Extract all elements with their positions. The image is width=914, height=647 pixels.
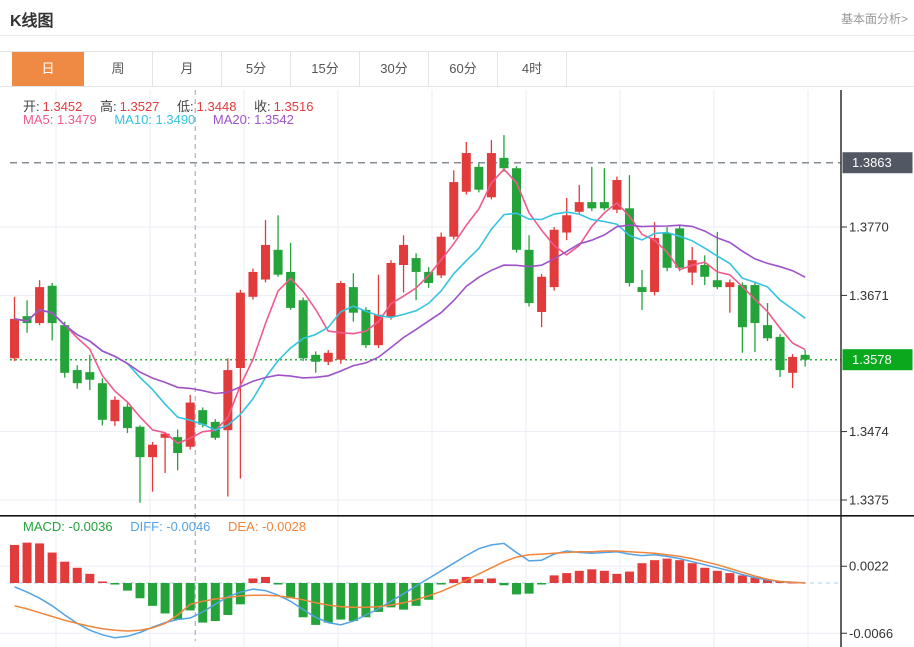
diff-line	[14, 542, 806, 639]
tab-period-1[interactable]: 周	[84, 52, 153, 86]
macd-tick-label: 0.0022	[849, 559, 889, 574]
price-tick-label: 1.3474	[849, 424, 889, 439]
high-price-badge-text: 1.3863	[852, 155, 892, 170]
high-price-badge	[842, 152, 913, 174]
horizontal-gridlines	[0, 226, 841, 634]
macd-lines-layer	[14, 542, 806, 639]
price-tick-label: 1.3770	[849, 220, 889, 235]
tab-period-3[interactable]: 5分	[222, 52, 291, 86]
macd-tick-label: -0.0066	[849, 626, 893, 641]
tab-period-6[interactable]: 60分	[429, 52, 498, 86]
page-title: K线图	[10, 13, 54, 30]
candles-layer	[10, 135, 810, 503]
ma10-line	[14, 211, 806, 431]
tab-period-2[interactable]: 月	[153, 52, 222, 86]
current-price-badge-text: 1.3578	[852, 352, 892, 367]
tab-period-5[interactable]: 30分	[360, 52, 429, 86]
current-price-badge	[842, 349, 913, 371]
tab-period-7[interactable]: 4时	[498, 52, 567, 86]
candlestick-chart-canvas[interactable]: 1.3770 1.3671 1.3474 1.3375 0.0022 -0.0066 1.3…	[0, 90, 914, 647]
price-tick-label: 1.3671	[849, 288, 889, 303]
ma5-line	[14, 168, 806, 445]
fundamental-analysis-link[interactable]: 基本面分析>	[840, 12, 908, 26]
price-axis: 1.3770 1.3671 1.3474 1.3375 0.0022 -0.0066 1.3…	[840, 90, 913, 647]
price-tick-label: 1.3375	[849, 492, 889, 507]
panel-separator	[0, 515, 914, 517]
dea-line	[14, 550, 806, 632]
macd-histogram	[10, 542, 798, 625]
tab-period-0[interactable]: 日	[12, 52, 84, 86]
period-tabs: 日周月 5分 15分 30分 60分 4时	[0, 51, 914, 87]
ma-lines-layer	[14, 168, 806, 445]
ma20-line	[14, 224, 806, 395]
tab-period-4[interactable]: 15分	[291, 52, 360, 86]
header-divider	[0, 35, 914, 36]
